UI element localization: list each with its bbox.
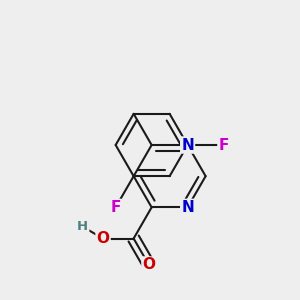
Text: O: O	[97, 231, 110, 246]
Text: F: F	[218, 137, 229, 152]
Text: O: O	[142, 257, 155, 272]
Text: N: N	[181, 137, 194, 152]
Text: N: N	[181, 200, 194, 215]
Text: H: H	[77, 220, 88, 233]
Text: F: F	[110, 200, 121, 215]
